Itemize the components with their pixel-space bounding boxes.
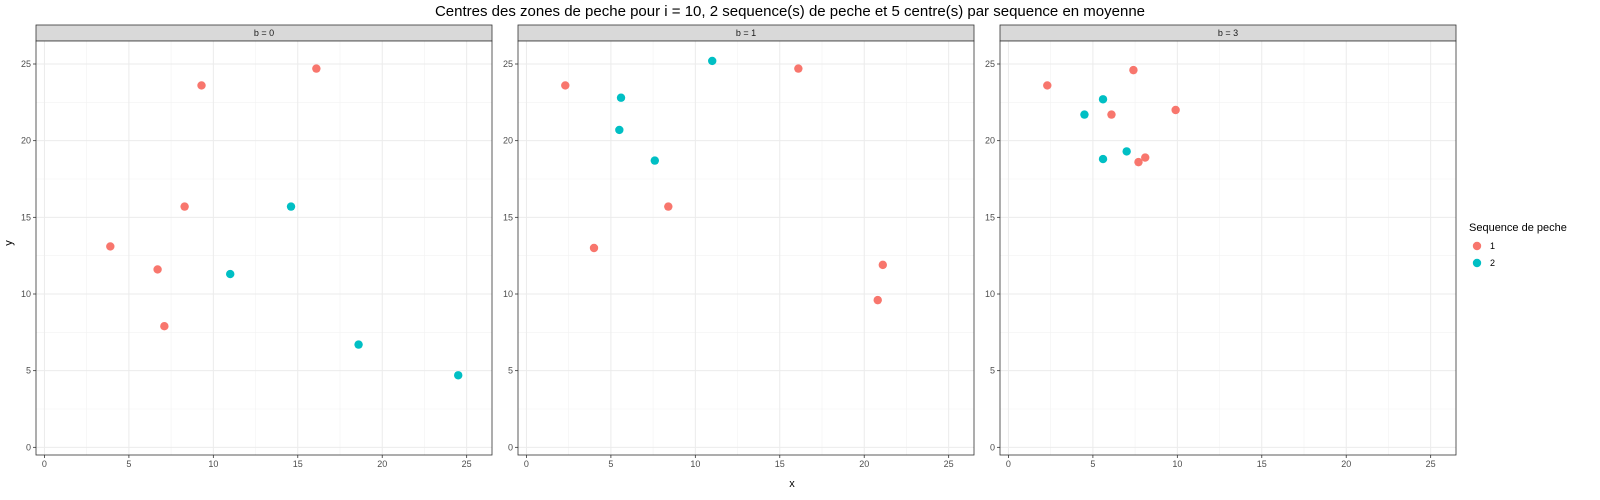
panel-border bbox=[35, 40, 493, 456]
x-tick-label: 15 bbox=[775, 459, 785, 469]
x-tick-label: 25 bbox=[944, 459, 954, 469]
x-tick-label: 5 bbox=[1090, 459, 1095, 469]
y-tick-label: 10 bbox=[985, 289, 995, 299]
y-tick-label: 20 bbox=[503, 136, 513, 146]
data-point-series-2 bbox=[226, 269, 235, 279]
panel-border bbox=[517, 40, 975, 456]
plot-background bbox=[518, 41, 974, 455]
y-tick-label: 5 bbox=[990, 366, 995, 376]
data-point-series-1 bbox=[160, 322, 169, 331]
data-point-series-1 bbox=[873, 295, 882, 305]
data-point-series-1 bbox=[197, 81, 206, 90]
data-point-series-1 bbox=[794, 64, 803, 73]
x-tick-label: 5 bbox=[608, 459, 613, 469]
x-tick-label: 10 bbox=[690, 459, 700, 469]
data-point-series-2 bbox=[1098, 154, 1108, 164]
y-tick-label: 20 bbox=[985, 136, 995, 146]
data-point-series-2 bbox=[1080, 110, 1089, 119]
data-point-series-1 bbox=[589, 243, 599, 253]
panel-border bbox=[999, 40, 1457, 456]
legend-title: Sequence de peche bbox=[1469, 222, 1567, 234]
data-point-series-1 bbox=[1141, 153, 1150, 162]
x-tick-label: 10 bbox=[1172, 459, 1182, 469]
x-tick-label: 0 bbox=[524, 459, 529, 469]
data-point-series-1 bbox=[664, 202, 673, 211]
data-point-series-1 bbox=[106, 242, 115, 251]
y-tick-label: 25 bbox=[985, 59, 995, 69]
legend: Sequence de peche 1 2 bbox=[1469, 222, 1567, 271]
data-point-series-1 bbox=[878, 260, 887, 270]
y-tick-label: 10 bbox=[503, 289, 513, 299]
x-tick-label: 20 bbox=[859, 459, 869, 469]
data-point-series-2 bbox=[616, 93, 626, 102]
y-tick-label: 5 bbox=[508, 366, 513, 376]
data-point-series-1 bbox=[1043, 81, 1052, 90]
legend-key-swatch bbox=[1472, 258, 1482, 268]
y-tick-label: 15 bbox=[503, 212, 513, 222]
x-axis-title: x bbox=[789, 478, 795, 490]
data-point-series-1 bbox=[1171, 105, 1180, 115]
y-tick-label: 0 bbox=[990, 442, 995, 452]
x-tick-label: 0 bbox=[1006, 459, 1011, 469]
y-tick-label: 0 bbox=[26, 442, 31, 452]
legend-label: 1 bbox=[1490, 241, 1495, 251]
facet-panel-1: b = 1 0 5 10 15 20 25 0 5 10 15 20 25 bbox=[503, 24, 975, 469]
y-axis-title: y bbox=[3, 240, 15, 246]
y-tick-label: 25 bbox=[21, 59, 31, 69]
data-point-series-1 bbox=[312, 64, 321, 73]
x-tick-label: 25 bbox=[462, 459, 472, 469]
data-point-series-2 bbox=[354, 340, 363, 349]
data-point-series-2 bbox=[708, 56, 717, 66]
x-tick-label: 15 bbox=[1257, 459, 1267, 469]
data-point-series-1 bbox=[180, 202, 189, 211]
y-tick-label: 0 bbox=[508, 442, 513, 452]
x-tick-label: 15 bbox=[293, 459, 303, 469]
plot-background bbox=[1000, 41, 1456, 455]
facet-strip-label: b = 3 bbox=[1218, 28, 1238, 38]
y-tick-label: 15 bbox=[985, 212, 995, 222]
data-point-series-2 bbox=[454, 371, 463, 380]
facet-panels: b = 0 0 5 10 15 20 25 0 5 10 15 20 25 b = 1 0 5 10 15 20 25… bbox=[21, 24, 1457, 469]
facet-strip-label: b = 0 bbox=[254, 28, 274, 38]
data-point-series-1 bbox=[153, 265, 162, 274]
data-point-series-1 bbox=[1134, 157, 1143, 167]
data-point-series-2 bbox=[650, 156, 659, 165]
x-tick-label: 25 bbox=[1426, 459, 1436, 469]
data-point-series-2 bbox=[1122, 147, 1131, 156]
y-tick-label: 25 bbox=[503, 59, 513, 69]
facet-panel-0: b = 0 0 5 10 15 20 25 0 5 10 15 20 25 bbox=[21, 24, 493, 469]
data-point-series-2 bbox=[1098, 95, 1108, 104]
facet-strip-label: b = 1 bbox=[736, 28, 756, 38]
y-tick-label: 10 bbox=[21, 289, 31, 299]
facet-panel-2: b = 3 0 5 10 15 20 25 0 5 10 15 20 25 bbox=[985, 24, 1457, 469]
x-tick-label: 10 bbox=[208, 459, 218, 469]
data-point-series-2 bbox=[615, 125, 624, 135]
data-point-series-1 bbox=[1107, 110, 1116, 119]
x-tick-label: 20 bbox=[1341, 459, 1351, 469]
data-point-series-2 bbox=[286, 202, 296, 211]
data-point-series-1 bbox=[561, 81, 570, 90]
y-tick-label: 5 bbox=[26, 366, 31, 376]
data-point-series-1 bbox=[1129, 65, 1138, 75]
x-tick-label: 5 bbox=[126, 459, 131, 469]
legend-key-swatch bbox=[1472, 241, 1482, 251]
legend-label: 2 bbox=[1490, 258, 1495, 268]
chart-title: Centres des zones de peche pour i = 10, … bbox=[435, 3, 1145, 20]
y-tick-label: 15 bbox=[21, 212, 31, 222]
x-tick-label: 20 bbox=[377, 459, 387, 469]
plot-background bbox=[36, 41, 492, 455]
x-tick-label: 0 bbox=[42, 459, 47, 469]
y-tick-label: 20 bbox=[21, 136, 31, 146]
